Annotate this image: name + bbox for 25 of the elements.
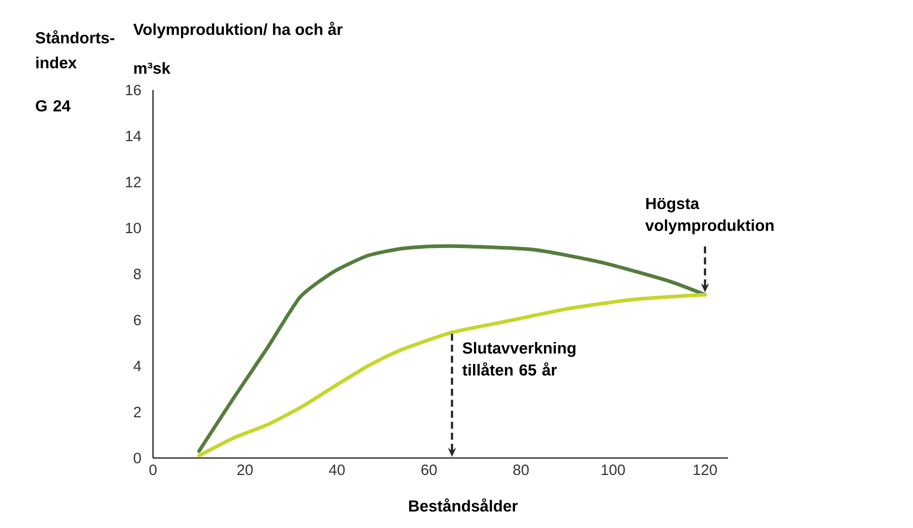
y-tick-label: 4 bbox=[134, 360, 142, 372]
x-tick-label: 80 bbox=[513, 464, 529, 476]
y-tick-label: 6 bbox=[134, 314, 141, 326]
line-series bbox=[197, 292, 707, 458]
x-tick-label: 40 bbox=[329, 464, 345, 476]
text: G 24 bbox=[36, 100, 71, 112]
x-axis-title: Beståndsålder bbox=[409, 498, 518, 512]
y-tick-label: 14 bbox=[126, 130, 142, 142]
y-tick-label: 0 bbox=[134, 452, 141, 464]
y-tick-label: 2 bbox=[134, 406, 141, 418]
y-tick-label: 12 bbox=[126, 176, 141, 188]
y-tick-label: 8 bbox=[134, 268, 141, 280]
x-tick-label: 120 bbox=[694, 464, 717, 476]
line-series bbox=[197, 244, 707, 453]
y-tick-label: 16 bbox=[126, 84, 141, 96]
text: Ståndorts-index bbox=[36, 30, 114, 68]
x-tick-label: 20 bbox=[237, 464, 253, 476]
annotation: Slutavverkning tillåten 65 år bbox=[462, 342, 576, 376]
chart-title: Volymproduktion/ ha och år bbox=[133, 22, 343, 38]
x-tick-label: 100 bbox=[602, 464, 625, 476]
x-tick-label: 0 bbox=[149, 464, 157, 476]
y-tick-label: 10 bbox=[126, 222, 141, 234]
x-tick-label: 60 bbox=[421, 464, 437, 476]
y-axis-title: m³sk bbox=[134, 62, 170, 74]
annotation: Högsta volymproduktion bbox=[645, 198, 774, 234]
